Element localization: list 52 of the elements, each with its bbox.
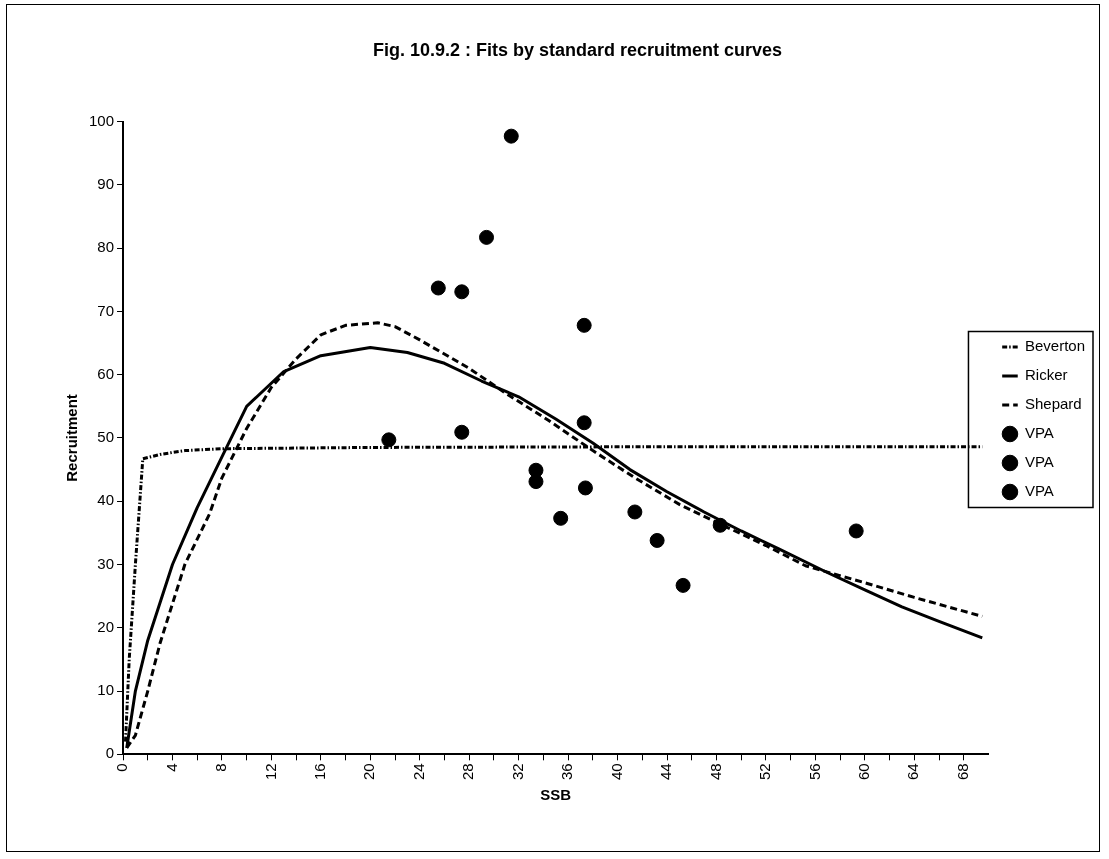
legend-label: Shepard — [1024, 395, 1082, 413]
x-tick-label: 68 — [953, 763, 971, 780]
point — [430, 280, 446, 296]
y-tick-label: 20 — [97, 617, 115, 635]
x-tick-label: 12 — [261, 763, 279, 780]
x-tick-label: 4 — [162, 763, 180, 772]
y-tick-label: 40 — [97, 491, 115, 509]
x-tick-label: 32 — [508, 763, 526, 780]
point — [553, 510, 569, 526]
point — [454, 284, 470, 300]
y-axis-title: Recruitment — [63, 394, 81, 482]
x-tick-label: 28 — [459, 763, 477, 780]
y-tick-label: 80 — [97, 238, 115, 256]
point — [576, 415, 592, 431]
legend-label: Ricker — [1024, 366, 1068, 384]
x-tick-label: 64 — [904, 763, 922, 780]
x-tick-label: 44 — [657, 763, 675, 780]
x-tick-label: 36 — [558, 763, 576, 780]
x-tick-label: 40 — [607, 763, 625, 780]
point — [528, 474, 544, 490]
x-tick-label: 20 — [360, 763, 378, 780]
point — [381, 432, 397, 448]
point — [503, 128, 519, 144]
x-tick-label: 56 — [805, 763, 823, 780]
legend-label: VPA — [1024, 424, 1054, 442]
point — [454, 424, 470, 440]
chart-title: Fig. 10.9.2 : Fits by standard recruitment curves — [372, 39, 783, 60]
x-tick-label: 8 — [212, 763, 230, 772]
y-tick-label: 100 — [89, 111, 115, 129]
point — [848, 523, 864, 539]
x-tick-label: 48 — [706, 763, 724, 780]
y-tick-label: 10 — [97, 681, 115, 699]
legend-label: VPA — [1024, 482, 1054, 500]
x-tick-label: 0 — [113, 763, 131, 772]
x-tick-label: 24 — [409, 763, 427, 780]
y-tick-label: 50 — [97, 428, 115, 446]
legend-label: Beverton — [1024, 337, 1086, 355]
point — [576, 317, 592, 333]
x-tick-label: 16 — [310, 763, 328, 780]
y-tick-label: 30 — [97, 554, 115, 572]
x-tick-label: 52 — [756, 763, 774, 780]
point — [675, 577, 691, 593]
point — [479, 229, 495, 245]
y-tick-label: 60 — [97, 364, 115, 382]
point — [649, 532, 665, 548]
y-tick-label: 90 — [97, 175, 115, 193]
point — [577, 480, 593, 496]
point — [627, 504, 643, 520]
x-tick-label: 60 — [854, 763, 872, 780]
x-axis-title: SSB — [540, 786, 572, 804]
legend-label: VPA — [1024, 453, 1054, 471]
y-tick-label: 70 — [97, 301, 115, 319]
